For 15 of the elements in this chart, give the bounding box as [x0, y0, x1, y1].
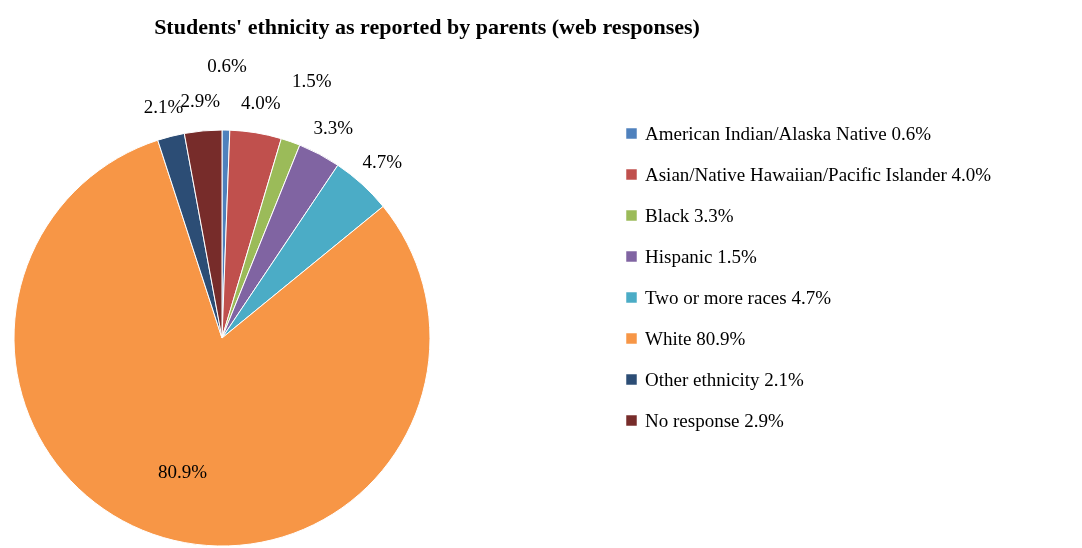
legend-label: Black 3.3% — [645, 204, 734, 226]
legend-label: Other ethnicity 2.1% — [645, 368, 804, 390]
data-label: 4.7% — [362, 150, 403, 172]
legend-label: Asian/Native Hawaiian/Pacific Islander 4.0% — [645, 163, 992, 185]
data-label: 3.3% — [313, 116, 354, 138]
legend-label: No response 2.9% — [645, 409, 784, 431]
chart-title: Students' ethnicity as reported by parents (web responses) — [154, 14, 700, 39]
legend-label: Two or more races 4.7% — [645, 286, 832, 308]
data-label: 4.0% — [240, 92, 281, 114]
legend-label: American Indian/Alaska Native 0.6% — [645, 122, 932, 144]
data-label: 80.9% — [157, 461, 208, 483]
data-label: 1.5% — [291, 70, 332, 92]
legend-label: Hispanic 1.5% — [645, 245, 758, 267]
legend-label: White 80.9% — [645, 327, 746, 349]
data-label: 0.6% — [207, 55, 248, 77]
